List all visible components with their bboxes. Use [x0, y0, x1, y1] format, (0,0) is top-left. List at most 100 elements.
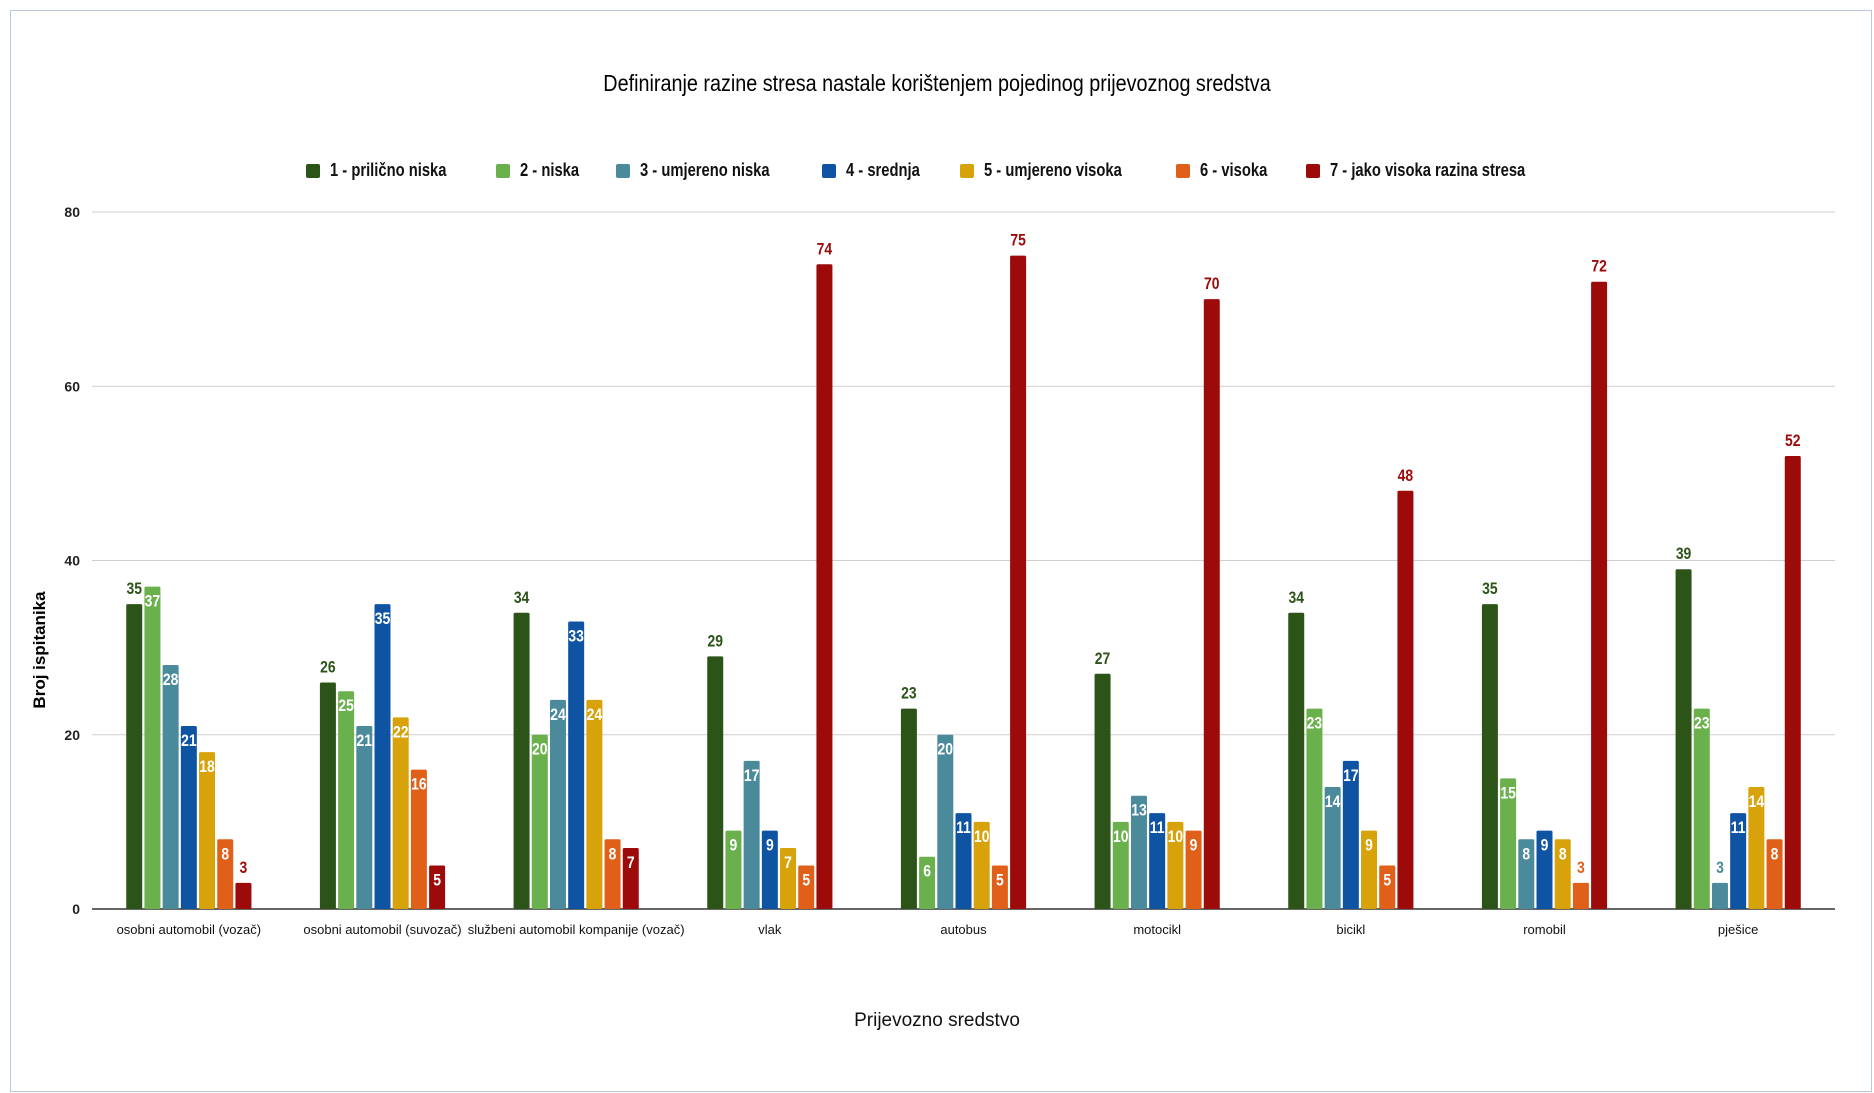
data-label: 37 [145, 592, 160, 611]
data-label: 23 [1307, 714, 1323, 733]
data-label: 15 [1500, 784, 1516, 803]
bar [1010, 255, 1027, 909]
data-label: 9 [1541, 836, 1549, 855]
bar [1361, 830, 1378, 909]
chart-title: Definiranje razine stresa nastale korišt… [603, 70, 1271, 96]
x-tick-label: osobni automobil (vozač) [117, 922, 262, 937]
bar [725, 830, 742, 909]
chart-frame [10, 10, 1872, 1092]
bar [338, 691, 355, 909]
bar [1693, 708, 1710, 909]
bar [919, 856, 936, 909]
data-label: 8 [1559, 845, 1567, 864]
data-label: 21 [357, 732, 373, 751]
bar [1167, 821, 1184, 909]
data-label: 18 [199, 758, 215, 777]
legend-item: 7 - jako visoka razina stresa [1306, 160, 1568, 181]
legend-swatch [495, 163, 510, 178]
x-axis-title: Prijevozno sredstvo [854, 1010, 1020, 1031]
data-label: 29 [707, 632, 723, 651]
bar [1342, 760, 1359, 909]
bar [429, 865, 446, 909]
bar [1784, 455, 1801, 909]
data-label: 10 [974, 828, 989, 847]
bar [126, 604, 143, 909]
data-label: 5 [433, 871, 441, 890]
bar [319, 682, 336, 909]
x-tick-label: motocikl [1133, 922, 1181, 937]
bar [199, 752, 216, 909]
x-tick-label: osobni automobil (suvozač) [303, 922, 461, 937]
y-tick-label: 40 [64, 553, 80, 569]
data-label: 8 [1522, 845, 1530, 864]
bar [356, 726, 373, 909]
data-label: 28 [163, 671, 179, 690]
data-label: 14 [1749, 793, 1765, 812]
legend-label: 5 - umjereno visoka [983, 160, 1122, 180]
bar [1518, 839, 1535, 909]
bar [900, 708, 917, 909]
y-tick-label: 80 [64, 204, 80, 220]
data-label: 24 [550, 706, 566, 725]
legend-item: 6 - visoka [1176, 160, 1282, 181]
bar [1397, 490, 1414, 909]
data-label: 9 [766, 836, 774, 855]
legend-label: 1 - prilično niska [329, 160, 447, 180]
y-tick-label: 20 [64, 727, 80, 743]
legend-label: 7 - jako visoka razina stresa [1330, 160, 1526, 180]
legend-item: 2 - niska [495, 160, 592, 181]
data-label: 35 [1482, 580, 1498, 599]
bar [780, 848, 797, 909]
bar [392, 717, 409, 909]
data-label: 17 [1343, 767, 1358, 786]
legend-swatch [615, 163, 630, 178]
data-label: 34 [1288, 589, 1304, 608]
data-label: 52 [1785, 432, 1801, 451]
data-label: 3 [1577, 859, 1585, 878]
legend-swatch [959, 163, 974, 178]
data-label: 35 [126, 580, 142, 599]
bar [1572, 882, 1589, 909]
bar [707, 656, 724, 909]
bar [513, 612, 530, 909]
data-label: 34 [514, 589, 530, 608]
bar [1766, 839, 1783, 909]
bar [1536, 830, 1553, 909]
bar [798, 865, 815, 909]
data-label: 26 [320, 658, 336, 677]
legend-swatch [1306, 163, 1321, 178]
bar [1094, 673, 1111, 909]
x-tick-label: romobil [1523, 922, 1566, 937]
bar [937, 734, 954, 909]
bar [568, 621, 585, 909]
bar [1675, 569, 1692, 909]
bar [1112, 821, 1129, 909]
data-label: 14 [1325, 793, 1341, 812]
legend-label: 3 - umjereno niska [639, 160, 770, 180]
bar [1203, 299, 1220, 909]
legend-item: 5 - umjereno visoka [959, 160, 1152, 181]
data-label: 9 [1365, 836, 1373, 855]
data-label: 5 [1383, 871, 1391, 890]
chart-legend: 1 - prilično niska 2 - niska 3 - umjereno … [0, 160, 1874, 181]
legend-item: 1 - prilično niska [305, 160, 472, 181]
data-label: 5 [996, 871, 1004, 890]
data-label: 10 [1168, 828, 1183, 847]
bar [162, 665, 179, 909]
bar [144, 586, 161, 909]
data-label: 33 [568, 627, 584, 646]
bar [1481, 604, 1498, 909]
bar [955, 813, 972, 909]
x-tick-label: autobus [940, 922, 987, 937]
legend-swatch [821, 163, 836, 178]
x-tick-label: vlak [758, 922, 782, 937]
y-tick-label: 0 [72, 901, 80, 917]
data-label: 22 [393, 723, 409, 742]
data-label: 23 [1694, 714, 1710, 733]
data-label: 27 [1095, 650, 1110, 669]
data-label: 20 [532, 741, 547, 760]
data-label: 8 [221, 845, 229, 864]
data-label: 3 [240, 859, 248, 878]
data-label: 74 [817, 240, 833, 259]
data-label: 13 [1131, 802, 1147, 821]
